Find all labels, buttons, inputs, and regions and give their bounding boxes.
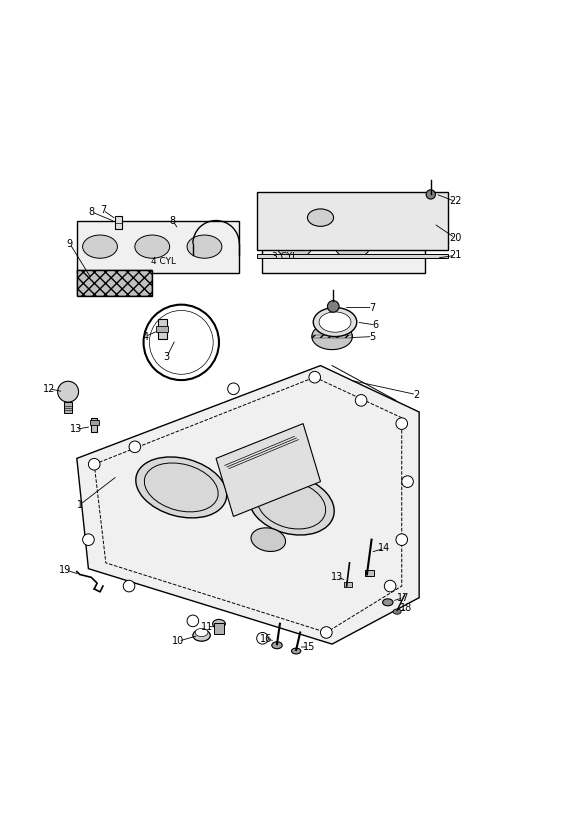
- Text: 21: 21: [449, 250, 461, 260]
- Circle shape: [309, 372, 321, 383]
- Circle shape: [384, 580, 396, 592]
- Text: 5: 5: [370, 331, 376, 342]
- Ellipse shape: [213, 620, 226, 628]
- Ellipse shape: [393, 609, 401, 614]
- Text: 15: 15: [303, 642, 315, 652]
- Bar: [77, 221, 239, 273]
- Circle shape: [129, 441, 141, 452]
- Bar: [156, 326, 168, 332]
- Ellipse shape: [277, 235, 312, 258]
- Circle shape: [396, 418, 408, 429]
- Circle shape: [89, 458, 100, 470]
- Ellipse shape: [193, 630, 210, 641]
- Text: 3: 3: [164, 352, 170, 362]
- Text: 19: 19: [59, 564, 71, 575]
- Circle shape: [228, 383, 239, 395]
- Circle shape: [328, 301, 339, 312]
- Text: 13: 13: [331, 573, 343, 583]
- Ellipse shape: [135, 235, 170, 258]
- Circle shape: [321, 627, 332, 639]
- Bar: [257, 191, 448, 250]
- Bar: [77, 269, 152, 296]
- Text: 2: 2: [413, 390, 419, 400]
- Text: 22: 22: [449, 196, 461, 206]
- Circle shape: [83, 534, 94, 545]
- Text: 4: 4: [142, 331, 148, 342]
- Polygon shape: [77, 366, 419, 644]
- Text: 1: 1: [76, 500, 83, 510]
- Text: 11: 11: [201, 621, 213, 632]
- Text: 8: 8: [88, 207, 94, 217]
- Circle shape: [123, 580, 135, 592]
- Polygon shape: [216, 424, 321, 517]
- Text: 7: 7: [370, 302, 376, 312]
- Text: 13: 13: [69, 424, 82, 434]
- Ellipse shape: [292, 648, 301, 654]
- Text: 9: 9: [67, 239, 73, 249]
- Ellipse shape: [251, 528, 286, 551]
- Text: 16: 16: [260, 634, 272, 644]
- Ellipse shape: [312, 324, 352, 349]
- Bar: [345, 582, 352, 588]
- Ellipse shape: [83, 235, 117, 258]
- Ellipse shape: [313, 307, 357, 336]
- Bar: [90, 420, 99, 424]
- Circle shape: [355, 395, 367, 406]
- Ellipse shape: [307, 209, 333, 227]
- Text: 7: 7: [100, 205, 106, 215]
- Text: 12: 12: [43, 384, 55, 394]
- Ellipse shape: [319, 312, 351, 332]
- Text: 18: 18: [401, 603, 413, 613]
- Bar: [64, 401, 72, 413]
- Bar: [92, 418, 97, 433]
- Circle shape: [187, 615, 199, 627]
- Ellipse shape: [195, 629, 208, 637]
- Circle shape: [426, 190, 436, 199]
- Ellipse shape: [272, 642, 282, 648]
- Bar: [364, 570, 374, 576]
- Text: 10: 10: [172, 636, 184, 646]
- Text: 14: 14: [378, 543, 391, 554]
- Ellipse shape: [187, 235, 222, 258]
- Text: 3 CYL: 3 CYL: [272, 252, 297, 261]
- Bar: [158, 319, 167, 339]
- Ellipse shape: [382, 599, 393, 606]
- Bar: [214, 623, 224, 634]
- Circle shape: [396, 534, 408, 545]
- Circle shape: [402, 475, 413, 488]
- Text: 17: 17: [397, 592, 410, 602]
- Ellipse shape: [335, 235, 370, 258]
- Text: 4 CYL: 4 CYL: [152, 257, 176, 266]
- Text: 6: 6: [373, 320, 379, 330]
- Text: 8: 8: [170, 216, 175, 226]
- Bar: [262, 221, 425, 273]
- Ellipse shape: [136, 457, 227, 518]
- Circle shape: [257, 633, 268, 644]
- Text: 20: 20: [449, 233, 461, 243]
- Ellipse shape: [249, 475, 334, 535]
- Bar: [257, 254, 448, 258]
- Bar: [115, 217, 122, 229]
- Circle shape: [58, 382, 79, 402]
